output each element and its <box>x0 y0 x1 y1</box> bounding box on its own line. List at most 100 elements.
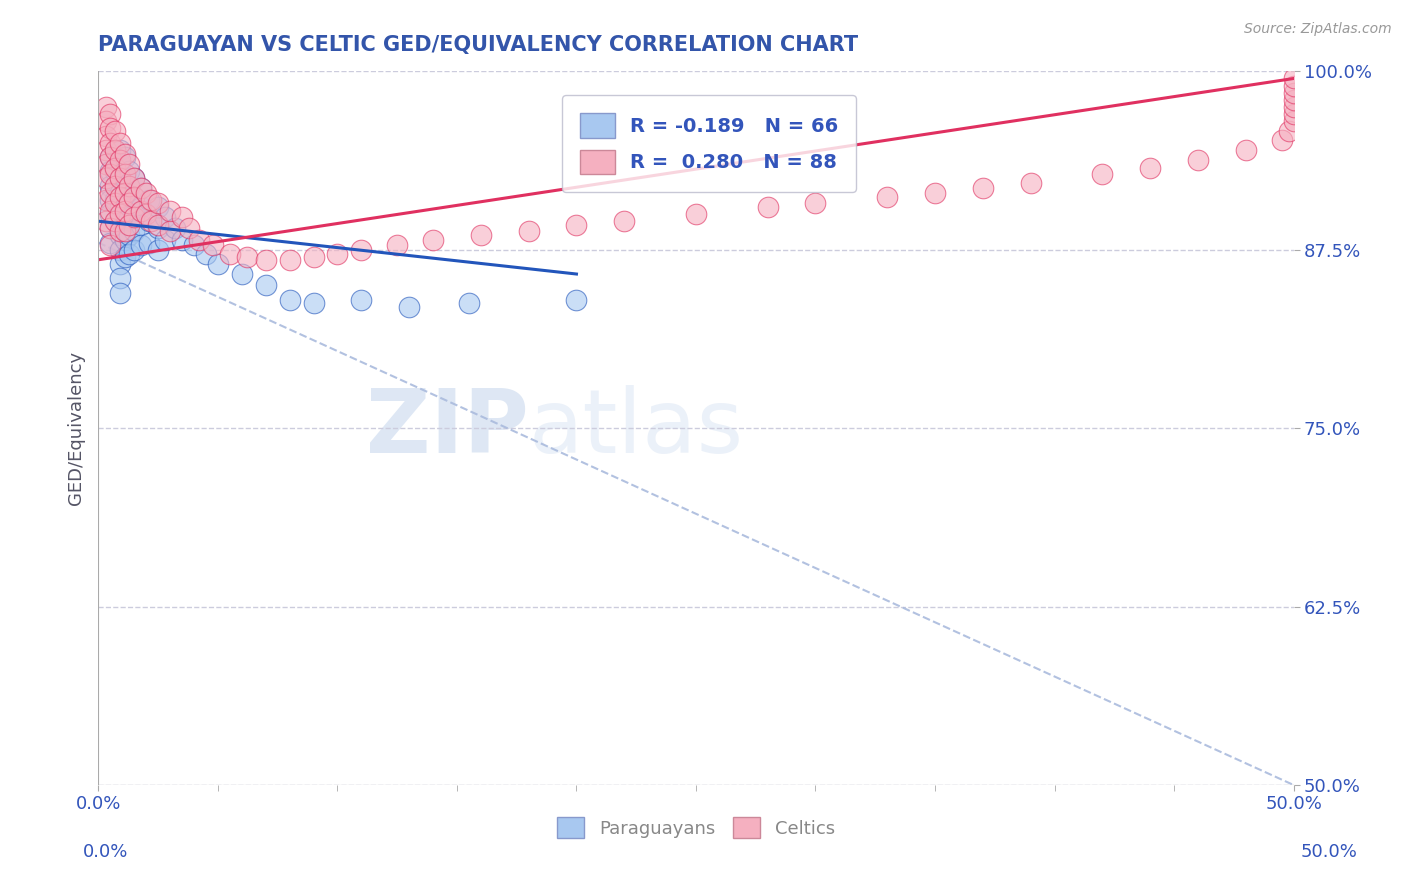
Point <box>104 178 127 193</box>
Point <box>924 186 946 200</box>
Point <box>118 219 141 233</box>
Point <box>98 150 122 164</box>
Point <box>148 200 170 214</box>
Point <box>108 224 131 238</box>
Point <box>108 214 131 228</box>
Point <box>104 193 127 207</box>
Point <box>138 235 160 250</box>
Point <box>124 190 146 204</box>
Point <box>104 124 127 138</box>
Point <box>118 195 141 210</box>
Point <box>350 243 373 257</box>
Point <box>124 171 146 186</box>
Point <box>118 164 141 178</box>
Point <box>124 224 146 238</box>
Point <box>104 161 127 176</box>
Point <box>118 178 141 193</box>
Point <box>108 171 131 186</box>
Point <box>98 204 122 219</box>
Text: PARAGUAYAN VS CELTIC GED/EQUIVALENCY CORRELATION CHART: PARAGUAYAN VS CELTIC GED/EQUIVALENCY COR… <box>98 35 859 54</box>
Point <box>350 293 373 307</box>
Point <box>104 164 127 178</box>
Point <box>108 157 131 171</box>
Point <box>139 193 162 207</box>
Point <box>155 210 177 224</box>
Legend: Paraguayans, Celtics: Paraguayans, Celtics <box>548 808 844 847</box>
Point <box>1282 78 1305 93</box>
Point <box>138 214 160 228</box>
Point <box>1282 100 1305 114</box>
Point <box>1278 124 1301 138</box>
Point <box>131 204 153 219</box>
Point <box>1282 86 1305 100</box>
Point <box>118 210 141 224</box>
Text: ZIP: ZIP <box>366 384 529 472</box>
Point <box>1282 114 1305 128</box>
Point <box>135 207 157 221</box>
Point <box>131 219 153 233</box>
Point <box>108 143 131 157</box>
Point <box>422 233 444 247</box>
Point <box>159 224 181 238</box>
Point <box>1282 107 1305 121</box>
Point <box>202 238 225 252</box>
Point <box>1282 93 1305 107</box>
Point <box>114 214 136 228</box>
Point <box>98 235 122 250</box>
Point <box>98 238 122 252</box>
Point <box>278 252 301 267</box>
Point <box>118 195 141 210</box>
Point <box>326 247 349 261</box>
Point <box>155 233 177 247</box>
Point <box>278 293 301 307</box>
Point <box>131 200 153 214</box>
Point <box>94 157 117 171</box>
Point <box>565 219 588 233</box>
Point <box>613 214 636 228</box>
Point <box>114 200 136 214</box>
Point <box>98 186 122 200</box>
Point <box>104 214 127 228</box>
Point <box>114 250 136 264</box>
Point <box>131 181 153 195</box>
Point <box>108 171 131 186</box>
Point <box>458 295 481 310</box>
Point <box>118 228 141 243</box>
Point <box>124 171 146 186</box>
Point <box>104 143 127 157</box>
Point <box>98 150 122 164</box>
Point <box>114 186 136 200</box>
Point <box>98 136 122 150</box>
Point <box>114 147 136 161</box>
Point <box>183 238 205 252</box>
Point <box>876 190 898 204</box>
Point <box>131 238 153 252</box>
Point <box>470 228 492 243</box>
Point <box>163 221 186 235</box>
Point <box>98 221 122 235</box>
Point <box>565 293 588 307</box>
Point <box>517 224 540 238</box>
Point <box>219 247 242 261</box>
Text: atlas: atlas <box>529 384 744 472</box>
Point <box>104 195 127 210</box>
Point <box>124 207 146 221</box>
Point <box>94 114 117 128</box>
Point <box>108 257 131 271</box>
Point <box>114 167 136 181</box>
Point <box>124 243 146 257</box>
Point <box>124 190 146 204</box>
Point <box>104 214 127 228</box>
Point <box>235 250 257 264</box>
Text: 50.0%: 50.0% <box>1301 843 1357 861</box>
Point <box>108 200 131 214</box>
Point <box>98 193 122 207</box>
Point <box>108 228 131 243</box>
Point <box>98 207 122 221</box>
Point <box>159 204 181 219</box>
Point <box>114 233 136 247</box>
Point <box>108 186 131 200</box>
Point <box>98 107 122 121</box>
Point <box>94 171 117 186</box>
Point <box>98 221 122 235</box>
